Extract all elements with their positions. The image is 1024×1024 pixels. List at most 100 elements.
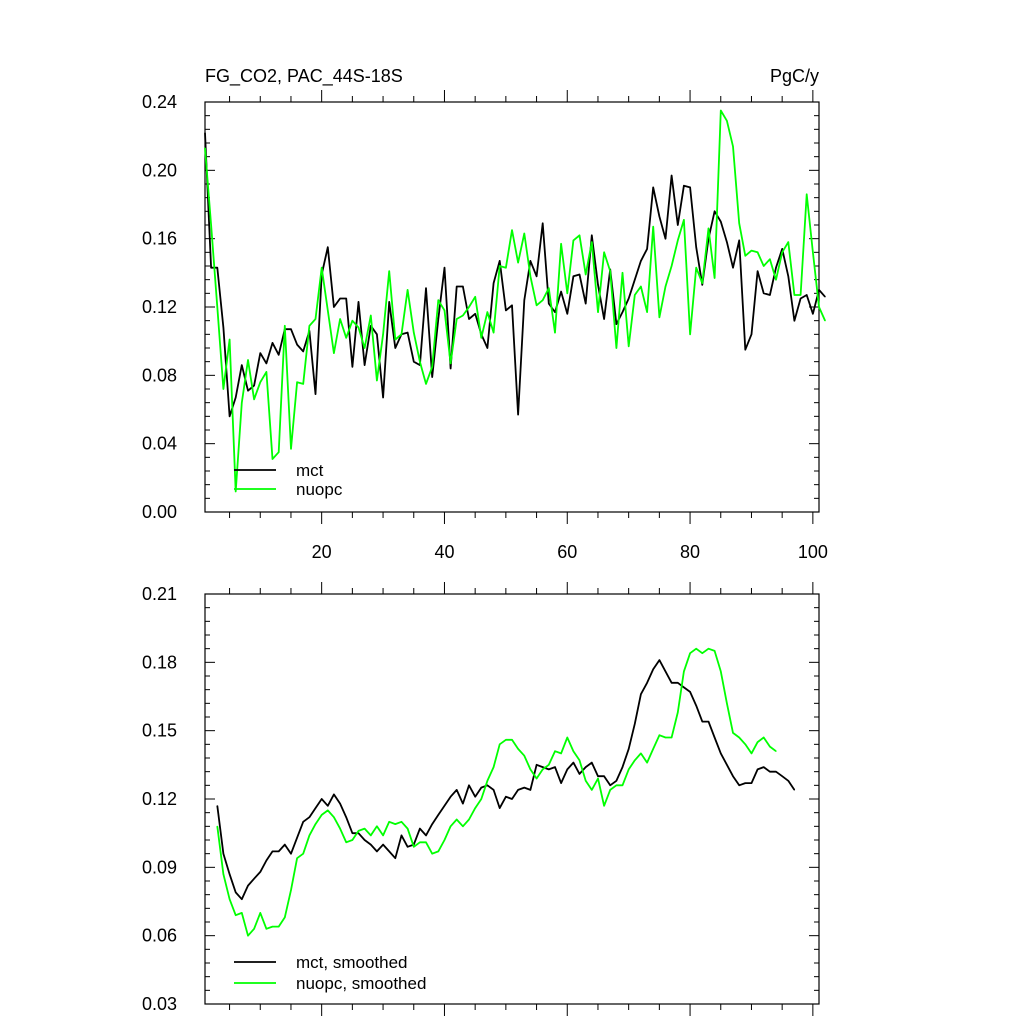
- data-point: [400, 821, 403, 823]
- data-point: [314, 823, 317, 825]
- data-point: [609, 270, 611, 272]
- data-point: [726, 764, 728, 766]
- data-point: [407, 828, 409, 830]
- data-point: [241, 898, 243, 900]
- data-point: [757, 741, 759, 743]
- data-point: [339, 828, 341, 830]
- data-point: [769, 258, 771, 260]
- data-point: [781, 248, 783, 250]
- data-point: [800, 297, 802, 300]
- data-point: [216, 267, 218, 269]
- data-point: [419, 828, 421, 830]
- data-point: [437, 318, 439, 320]
- data-point: [744, 743, 746, 745]
- data-point: [517, 262, 519, 264]
- data-point: [308, 816, 310, 818]
- data-point: [726, 702, 728, 704]
- data-point: [615, 784, 618, 786]
- data-point: [474, 807, 476, 809]
- data-point: [370, 844, 372, 846]
- data-point: [486, 780, 488, 782]
- data-point: [450, 825, 452, 827]
- data-point: [419, 841, 421, 843]
- data-point: [732, 775, 734, 777]
- data-point: [462, 285, 464, 288]
- data-point: [474, 296, 476, 298]
- data-point: [382, 396, 384, 399]
- data-point: [468, 306, 470, 308]
- data-point: [750, 752, 753, 755]
- top-panel: 0.00 0.04 0.08 0.12 0.16 0.20 0.24 20 40 60 80 100 F…: [142, 66, 828, 562]
- data-point: [640, 260, 642, 262]
- data-point: [253, 928, 255, 930]
- data-point: [658, 215, 661, 218]
- data-point: [769, 746, 771, 748]
- data-point: [204, 132, 206, 134]
- data-point: [284, 916, 286, 919]
- y-tick-label: 0.04: [142, 434, 177, 454]
- data-point: [677, 682, 679, 684]
- data-point: [591, 789, 593, 791]
- data-point: [664, 736, 667, 739]
- data-point: [707, 648, 710, 650]
- data-point: [695, 648, 697, 650]
- data-point: [683, 670, 685, 673]
- data-point: [486, 784, 488, 786]
- data-point: [536, 275, 538, 277]
- data-point: [425, 841, 427, 843]
- y-tick-label: 0.12: [142, 297, 177, 317]
- legend-label: nuopc: [296, 480, 343, 499]
- data-point: [603, 318, 605, 320]
- data-point: [302, 853, 304, 855]
- data-point: [781, 775, 783, 777]
- data-point: [793, 294, 796, 296]
- data-point: [394, 347, 396, 349]
- data-point: [210, 224, 212, 226]
- data-point: [339, 803, 341, 805]
- data-point: [302, 350, 304, 352]
- data-point: [640, 693, 642, 695]
- data-point: [793, 789, 796, 791]
- data-point: [480, 337, 482, 339]
- series-line: [204, 132, 826, 418]
- data-point: [259, 912, 261, 914]
- data-point: [824, 320, 826, 322]
- data-point: [321, 814, 323, 816]
- data-point: [351, 832, 353, 834]
- data-point: [628, 748, 630, 750]
- data-point: [284, 325, 286, 327]
- data-point: [621, 766, 624, 768]
- data-point: [468, 818, 470, 821]
- data-point: [536, 304, 538, 306]
- data-point: [278, 354, 280, 356]
- data-point: [425, 383, 427, 385]
- y-tick-label: 0.18: [142, 652, 177, 672]
- data-point: [517, 789, 519, 791]
- data-point: [554, 311, 556, 313]
- data-point: [345, 337, 347, 339]
- data-point: [634, 294, 636, 296]
- data-point: [664, 238, 667, 240]
- data-point: [591, 241, 593, 243]
- data-point: [247, 885, 249, 887]
- data-point: [597, 775, 599, 777]
- data-point: [302, 383, 304, 385]
- data-point: [474, 796, 476, 798]
- y-tick-label: 0.00: [142, 502, 177, 522]
- series-line: [216, 659, 796, 901]
- data-point: [474, 313, 476, 315]
- data-point: [388, 821, 390, 823]
- data-point: [511, 229, 513, 231]
- data-point: [222, 853, 224, 855]
- data-point: [450, 367, 452, 370]
- y-tick-label: 0.12: [142, 789, 177, 809]
- data-point: [554, 766, 556, 768]
- data-point: [388, 270, 390, 272]
- data-point: [732, 732, 734, 734]
- data-point: [376, 333, 378, 335]
- data-point: [652, 668, 654, 670]
- data-point: [351, 320, 353, 322]
- data-point: [437, 850, 439, 853]
- data-point: [640, 285, 642, 288]
